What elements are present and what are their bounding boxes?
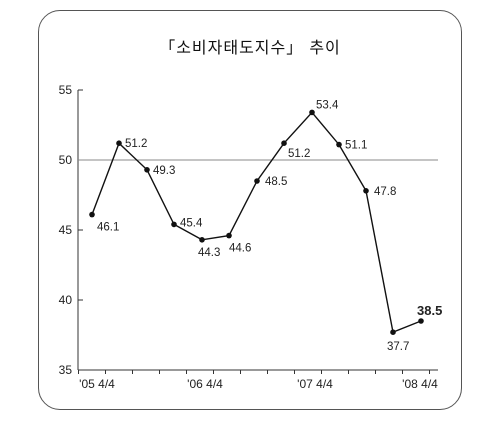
data-label: 51.2 <box>125 138 147 150</box>
data-label: 49.3 <box>153 165 175 177</box>
data-labels: 46.1 51.2 49.3 45.4 44.3 44.6 48.5 51.2 53.4 51.1… <box>97 99 442 353</box>
data-label: 45.4 <box>180 217 203 229</box>
x-tick-label: '07 4/4 <box>297 377 333 391</box>
data-label: 37.7 <box>387 341 409 353</box>
data-point <box>336 141 342 148</box>
data-label: 51.1 <box>345 140 367 152</box>
data-label: 48.5 <box>265 176 287 188</box>
axes: 35 40 45 50 55 '05 4/4 '06 4/4 '07 4/4 '08 4/4 <box>59 83 439 391</box>
x-tick-label: '08 4/4 <box>402 377 438 391</box>
y-tick-label: 55 <box>59 83 73 97</box>
data-label: 53.4 <box>316 99 339 111</box>
data-label: 47.8 <box>374 186 396 198</box>
data-points <box>89 109 424 336</box>
data-point <box>89 211 95 218</box>
data-point <box>309 109 315 116</box>
data-point <box>254 178 260 184</box>
data-label: 51.2 <box>288 148 310 160</box>
y-tick-label: 35 <box>59 363 73 377</box>
data-point <box>144 167 150 173</box>
data-label: 46.1 <box>97 222 119 234</box>
x-tick-label: '06 4/4 <box>187 377 223 391</box>
x-tick-label: '05 4/4 <box>79 377 115 391</box>
data-point <box>390 329 396 336</box>
y-tick-label: 40 <box>59 293 73 307</box>
chart-title: 「소비자태도지수」 추이 <box>159 38 341 57</box>
data-point <box>226 232 232 239</box>
y-tick-label: 50 <box>59 153 73 167</box>
data-label: 38.5 <box>417 303 442 318</box>
chart-frame <box>38 10 462 410</box>
data-point <box>199 237 205 243</box>
y-tick-label: 45 <box>59 223 73 237</box>
data-point <box>363 188 369 194</box>
data-label: 44.6 <box>229 243 251 255</box>
data-point <box>116 140 122 146</box>
data-point <box>171 221 177 228</box>
data-point <box>418 318 424 324</box>
data-label: 44.3 <box>198 247 220 259</box>
data-point <box>281 140 287 146</box>
